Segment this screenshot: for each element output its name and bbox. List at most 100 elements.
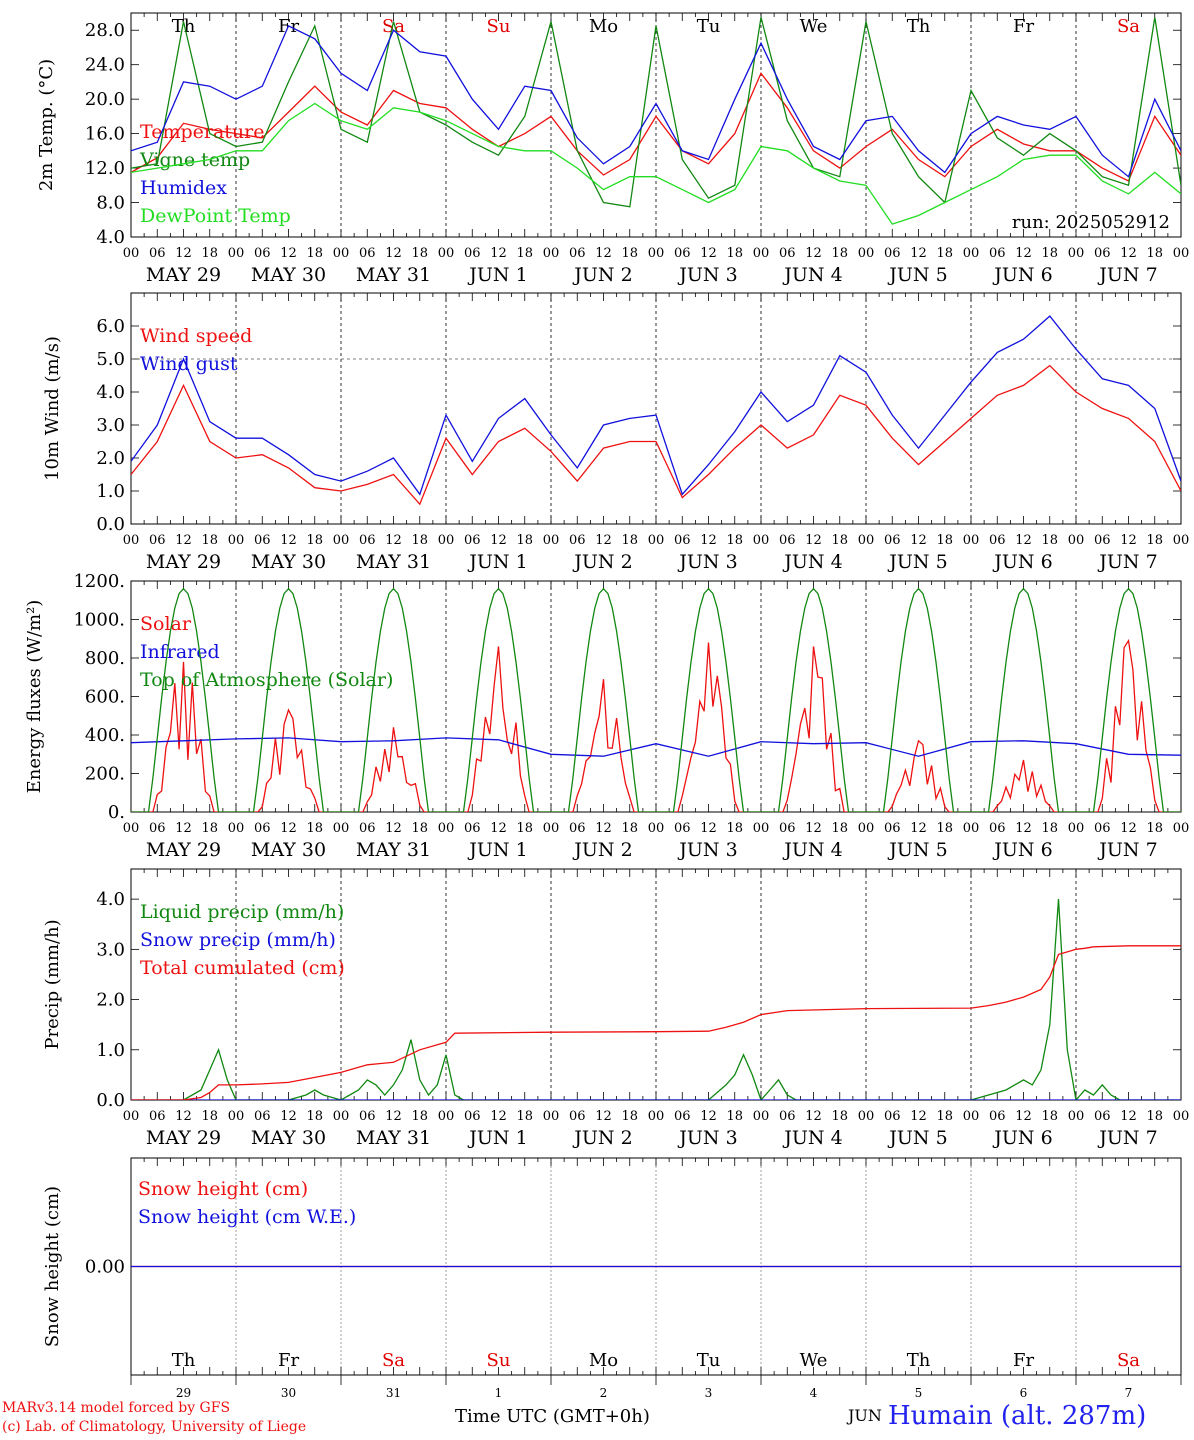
date-label: JUN 5 <box>887 839 947 861</box>
y-tick-label: 1200. <box>73 571 125 592</box>
date-label: JUN 5 <box>887 264 947 286</box>
hour-tick-label: 18 <box>621 533 638 548</box>
y-tick-label: 12.0 <box>85 158 125 179</box>
hour-tick-label: 18 <box>936 246 953 261</box>
hour-tick-label: 00 <box>438 821 455 836</box>
y-tick-label: 3.0 <box>96 415 125 436</box>
hour-tick-label: 18 <box>1041 246 1058 261</box>
hour-tick-label: 12 <box>1120 246 1137 261</box>
hour-tick-label: 12 <box>385 533 402 548</box>
date-label: JUN 1 <box>467 839 527 861</box>
hour-tick-label: 18 <box>306 821 323 836</box>
hour-tick-label: 12 <box>700 246 717 261</box>
series-line-solar <box>131 638 1181 812</box>
footer-station: Humain (alt. 287m) <box>888 1401 1147 1431</box>
legend-entry: Humidex <box>140 177 227 199</box>
hour-tick-label: 18 <box>411 821 428 836</box>
hour-tick-label: 06 <box>569 821 586 836</box>
day-number-label: 7 <box>1125 1386 1133 1400</box>
hour-tick-label: 00 <box>1068 821 1085 836</box>
date-label: MAY 29 <box>146 551 221 573</box>
day-number-label: 3 <box>705 1386 713 1400</box>
legend-entry: Wind speed <box>140 325 252 347</box>
hour-tick-label: 18 <box>1146 1109 1163 1124</box>
date-label: JUN 1 <box>467 264 527 286</box>
hour-tick-label: 06 <box>359 821 376 836</box>
hour-tick-label: 00 <box>228 821 245 836</box>
hour-tick-label: 00 <box>753 1109 770 1124</box>
weekday-label: Th <box>172 16 196 37</box>
y-tick-label: 1.0 <box>96 481 125 502</box>
date-label: MAY 31 <box>356 551 431 573</box>
hour-tick-label: 12 <box>385 1109 402 1124</box>
hour-tick-label: 00 <box>438 1109 455 1124</box>
hour-tick-label: 00 <box>858 821 875 836</box>
series-line-dewpoint-temp <box>131 102 1181 225</box>
date-label: JUN 1 <box>467 1127 527 1149</box>
day-number-label: 1 <box>495 1386 503 1400</box>
hour-tick-label: 12 <box>175 821 192 836</box>
hour-tick-label: 12 <box>175 533 192 548</box>
hour-tick-label: 00 <box>1173 1109 1190 1124</box>
legend-entry: Total cumulated (cm) <box>140 957 345 979</box>
hour-tick-label: 06 <box>884 246 901 261</box>
y-tick-label: 200. <box>85 764 125 785</box>
hour-tick-label: 06 <box>254 1109 271 1124</box>
weekday-label: Sa <box>1117 1350 1140 1371</box>
hour-tick-label: 18 <box>726 821 743 836</box>
hour-tick-label: 12 <box>385 246 402 261</box>
y-axis-label: Snow height (cm) <box>42 1186 63 1347</box>
hour-tick-label: 12 <box>805 246 822 261</box>
hour-tick-label: 12 <box>595 533 612 548</box>
hour-tick-label: 00 <box>753 533 770 548</box>
weekday-label: Fr <box>278 1350 299 1371</box>
hour-tick-label: 12 <box>805 821 822 836</box>
date-label: JUN 6 <box>992 264 1052 286</box>
hour-tick-label: 12 <box>1015 1109 1032 1124</box>
hour-tick-label: 18 <box>936 821 953 836</box>
y-tick-label: 0.0 <box>96 514 125 535</box>
y-tick-label: 20.0 <box>85 89 125 110</box>
hour-tick-label: 18 <box>1146 246 1163 261</box>
date-label: JUN 5 <box>887 551 947 573</box>
date-label: JUN 3 <box>677 839 737 861</box>
hour-tick-label: 18 <box>306 1109 323 1124</box>
date-label: JUN 7 <box>1097 1127 1157 1149</box>
date-label: JUN 4 <box>782 551 842 573</box>
hour-tick-label: 00 <box>438 246 455 261</box>
hour-tick-label: 06 <box>464 246 481 261</box>
y-tick-label: 4.0 <box>96 227 125 248</box>
weekday-label: Su <box>487 1350 511 1371</box>
hour-tick-label: 12 <box>175 1109 192 1124</box>
hour-tick-label: 06 <box>149 821 166 836</box>
hour-tick-label: 06 <box>569 1109 586 1124</box>
hour-tick-label: 12 <box>280 533 297 548</box>
date-label: JUN 2 <box>572 1127 632 1149</box>
series-line-infrared <box>131 737 1181 757</box>
date-label: MAY 31 <box>356 839 431 861</box>
footer-model: MARv3.14 model forced by GFS <box>2 1400 231 1416</box>
y-tick-label: 5.0 <box>96 349 125 370</box>
hour-tick-label: 06 <box>884 1109 901 1124</box>
day-number-label: 5 <box>915 1386 923 1400</box>
hour-tick-label: 00 <box>1173 821 1190 836</box>
hour-tick-label: 18 <box>516 1109 533 1124</box>
hour-tick-label: 18 <box>411 246 428 261</box>
hour-tick-label: 18 <box>201 533 218 548</box>
date-label: JUN 4 <box>782 839 842 861</box>
hour-tick-label: 00 <box>648 533 665 548</box>
y-tick-label: 1000. <box>73 610 125 631</box>
date-label: MAY 30 <box>251 264 326 286</box>
date-label: MAY 29 <box>146 839 221 861</box>
hour-tick-label: 12 <box>700 1109 717 1124</box>
date-label: MAY 29 <box>146 264 221 286</box>
hour-tick-label: 18 <box>936 1109 953 1124</box>
date-label: MAY 30 <box>251 839 326 861</box>
hour-tick-label: 18 <box>726 246 743 261</box>
hour-tick-label: 00 <box>858 246 875 261</box>
weekday-label: Mo <box>589 1350 618 1371</box>
series-line-top-of-atmosphere-solar- <box>131 587 1181 812</box>
y-axis-label: 10m Wind (m/s) <box>42 336 63 481</box>
weekday-label: Su <box>487 16 511 37</box>
series-line-liquid-precip-mm-h- <box>131 899 1181 1100</box>
